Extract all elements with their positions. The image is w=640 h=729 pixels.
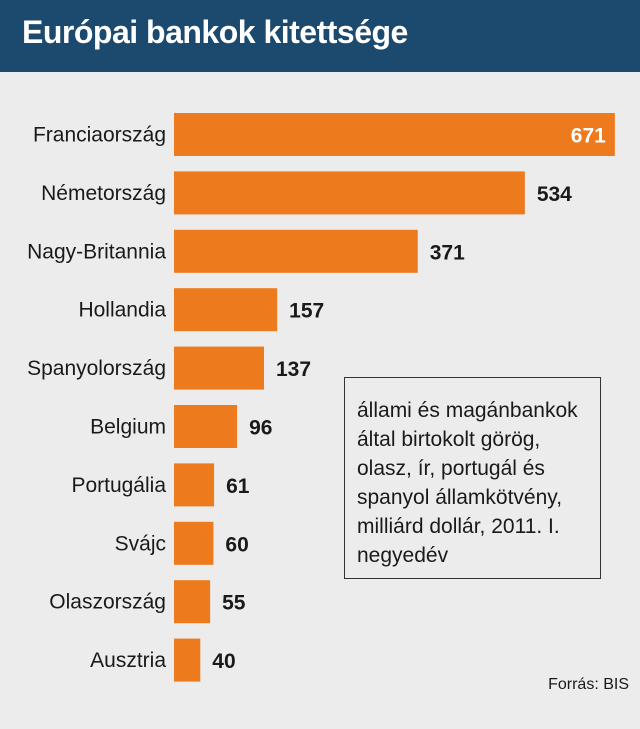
bar-9 <box>174 638 201 682</box>
category-label: Spanyolország <box>27 357 166 380</box>
value-label: 534 <box>537 183 572 206</box>
value-label: 55 <box>222 592 246 615</box>
category-label: Németország <box>41 182 166 205</box>
category-label: Belgium <box>90 416 166 439</box>
value-label: 157 <box>289 300 324 323</box>
category-label: Portugália <box>71 474 166 497</box>
category-label: Ausztria <box>90 649 166 672</box>
bar-1 <box>174 171 525 215</box>
category-label: Olaszország <box>49 591 166 614</box>
value-label: 40 <box>212 650 235 673</box>
value-label: 96 <box>249 417 272 440</box>
bar-5 <box>174 405 238 448</box>
header-bar: Európai bankok kitettsége <box>0 0 640 72</box>
bar-2 <box>174 229 418 273</box>
value-label: 60 <box>225 533 248 556</box>
value-label: 371 <box>430 241 465 264</box>
note-box: állami és magánbankok által birtokolt gö… <box>344 377 601 579</box>
value-label: 61 <box>226 475 250 498</box>
bar-chart: Franciaország 671 Németország 534 Nagy-Brita… <box>27 113 615 682</box>
category-label: Nagy-Britannia <box>27 240 166 263</box>
bar-8 <box>174 580 211 624</box>
bar-6 <box>174 463 215 507</box>
category-label: Franciaország <box>33 124 166 147</box>
bar-0 <box>174 113 615 156</box>
bar-4 <box>174 346 265 390</box>
bar-7 <box>174 521 214 565</box>
chart-title: Európai bankok kitettsége <box>22 14 408 50</box>
value-label: 671 <box>571 125 606 148</box>
source-note: Forrás: BIS <box>548 676 629 693</box>
value-label: 137 <box>276 358 311 381</box>
category-label: Hollandia <box>78 299 166 322</box>
bar-3 <box>174 288 278 332</box>
category-label: Svájc <box>115 532 166 555</box>
